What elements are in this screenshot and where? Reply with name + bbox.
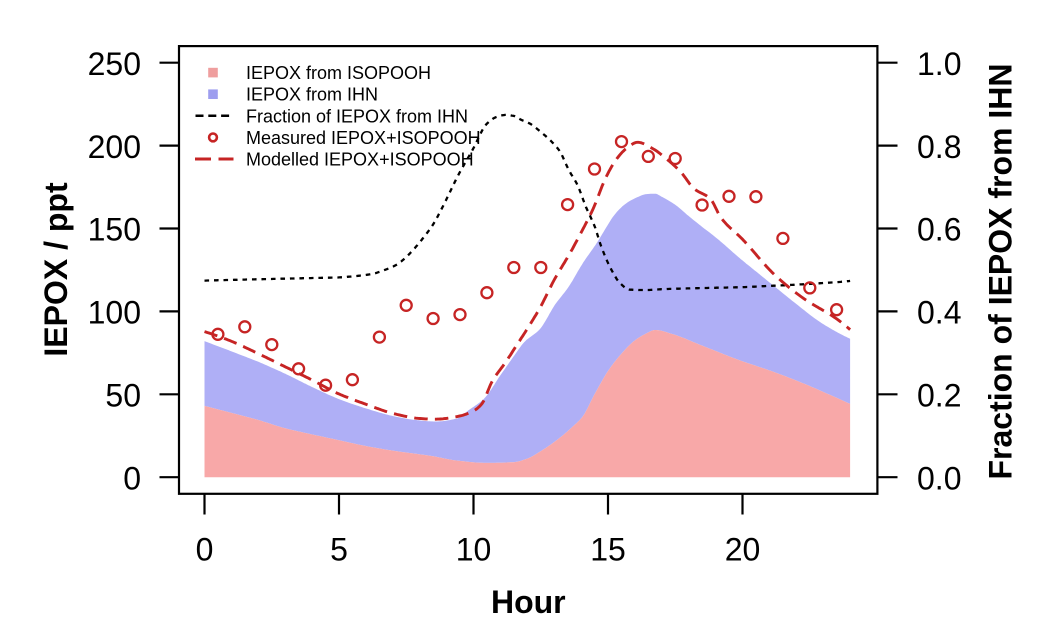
svg-text:0.8: 0.8	[917, 129, 961, 165]
svg-text:0: 0	[123, 460, 141, 496]
svg-text:0.0: 0.0	[917, 460, 961, 496]
svg-text:Modelled IEPOX+ISOPOOH: Modelled IEPOX+ISOPOOH	[246, 150, 474, 170]
svg-text:250: 250	[88, 46, 141, 82]
svg-text:IEPOX / ppt: IEPOX / ppt	[38, 182, 74, 357]
svg-text:50: 50	[105, 378, 141, 414]
svg-text:IEPOX from ISOPOOH: IEPOX from ISOPOOH	[246, 63, 431, 83]
svg-text:0.2: 0.2	[917, 378, 961, 414]
svg-text:5: 5	[330, 532, 348, 568]
svg-text:0.4: 0.4	[917, 295, 961, 331]
svg-text:1.0: 1.0	[917, 46, 961, 82]
svg-text:15: 15	[590, 532, 626, 568]
svg-text:150: 150	[88, 212, 141, 248]
svg-text:0.6: 0.6	[917, 212, 961, 248]
svg-text:200: 200	[88, 129, 141, 165]
svg-text:0: 0	[196, 532, 214, 568]
svg-text:IEPOX from IHN: IEPOX from IHN	[246, 85, 378, 105]
svg-text:Fraction of IEPOX from IHN: Fraction of IEPOX from IHN	[246, 106, 468, 126]
svg-text:Fraction of IEPOX from IHN: Fraction of IEPOX from IHN	[983, 63, 1019, 479]
svg-text:20: 20	[725, 532, 761, 568]
svg-text:Hour: Hour	[491, 584, 566, 620]
svg-text:Measured IEPOX+ISOPOOH: Measured IEPOX+ISOPOOH	[246, 128, 481, 148]
svg-text:10: 10	[456, 532, 492, 568]
svg-text:100: 100	[88, 295, 141, 331]
